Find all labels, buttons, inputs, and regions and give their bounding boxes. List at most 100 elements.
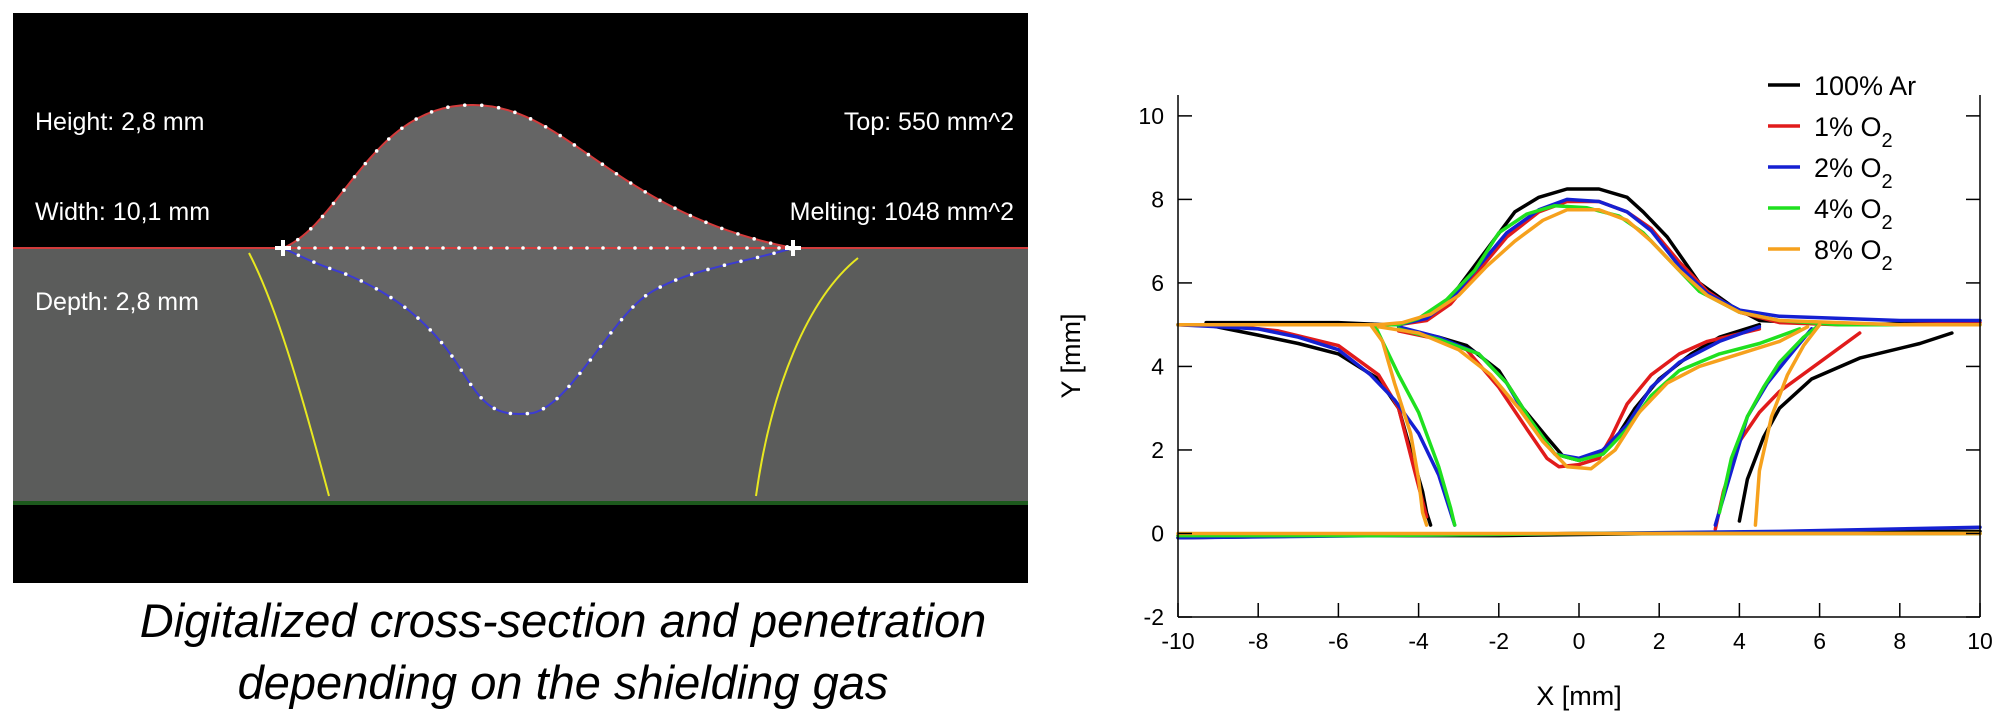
width-point	[457, 246, 461, 250]
outline-point	[359, 279, 364, 283]
x-tick-label: -6	[1328, 628, 1348, 654]
outline-point	[479, 395, 483, 400]
outline-point	[343, 272, 348, 276]
series-line-5-segment-2	[1368, 322, 1429, 527]
fusion-line-left	[248, 252, 330, 497]
outline-point	[739, 259, 743, 264]
width-end-markers	[275, 240, 801, 256]
y-tick-label: 8	[1151, 186, 1164, 212]
x-tick-label: -8	[1248, 628, 1268, 654]
width-measurement-points	[297, 246, 781, 250]
outline-point	[403, 305, 407, 310]
outline-point	[567, 384, 571, 389]
outline-point	[414, 117, 418, 121]
width-point	[585, 246, 589, 250]
outline-point	[586, 152, 591, 157]
outline-point	[374, 286, 379, 291]
x-tick-label: 6	[1813, 628, 1826, 654]
width-point	[665, 246, 669, 250]
x-tick-label: -4	[1408, 628, 1429, 654]
outline-point	[588, 358, 593, 362]
micrograph-panel: Height: 2,8 mm Width: 10,1 mm Depth: 2,8…	[13, 13, 1028, 583]
outline-point	[389, 295, 393, 300]
width-point	[313, 246, 317, 250]
measurements-right: Top: 550 mm^2 Melting: 1048 mm^2	[790, 47, 1014, 287]
outline-point	[450, 354, 454, 358]
outline-point	[768, 241, 773, 245]
outline-point	[541, 406, 546, 411]
outline-point	[673, 206, 677, 211]
width-point	[393, 246, 397, 250]
measurement-points	[281, 103, 793, 416]
outline-point	[609, 331, 613, 335]
weld-bead	[283, 104, 793, 414]
width-point	[505, 246, 509, 250]
y-axis-title: Y [mm]	[1056, 313, 1086, 398]
outline-point	[543, 124, 548, 129]
outline-point	[658, 285, 663, 289]
width-point	[521, 246, 525, 250]
y-tick-label: -2	[1144, 604, 1164, 630]
x-tick-label: 8	[1893, 628, 1906, 654]
outline-point	[706, 267, 710, 272]
outline-point	[462, 103, 467, 107]
x-tick-label: 2	[1653, 628, 1666, 654]
width-point	[489, 246, 493, 250]
width-point	[345, 246, 349, 250]
outline-point	[722, 263, 727, 268]
width-point	[473, 246, 477, 250]
outline-point	[558, 133, 562, 138]
series-line-3-segment-2	[1176, 322, 1457, 527]
series-group	[1176, 187, 1982, 540]
width-point	[681, 246, 685, 250]
fusion-line-right	[755, 257, 859, 497]
caption-line-1: Digitalized cross-section and penetratio…	[139, 594, 987, 647]
outline-point	[479, 103, 484, 108]
outline-point	[572, 143, 577, 147]
outline-point	[689, 272, 694, 277]
width-point	[745, 246, 749, 250]
outline-point	[752, 237, 756, 241]
outline-point	[429, 110, 434, 114]
outline-point	[704, 220, 708, 225]
outline-point	[673, 278, 678, 282]
outline-point	[513, 110, 517, 115]
outline-point	[468, 382, 473, 387]
series-line-5-segment-3	[1376, 325, 1810, 471]
outline-point	[736, 232, 740, 236]
series-line-1-segment-4	[1737, 331, 1954, 523]
figure-caption: Digitalized cross-section and penetratio…	[13, 590, 1113, 714]
outline-point	[342, 188, 346, 192]
outline-point	[643, 190, 647, 194]
outline-point	[295, 237, 300, 242]
width-point	[361, 246, 365, 250]
outline-point	[327, 266, 332, 271]
series-line-5-segment-1	[1176, 208, 1982, 327]
legend-label-5: 8% O2	[1814, 235, 1893, 275]
x-tick-label: 0	[1573, 628, 1586, 654]
outline-point	[374, 149, 379, 153]
y-tick-label: 4	[1151, 353, 1164, 379]
width-point	[441, 246, 445, 250]
outline-point	[619, 317, 624, 322]
width-point	[777, 246, 781, 250]
outline-point	[525, 411, 530, 416]
x-tick-label: -10	[1161, 628, 1194, 654]
series-line-4-segment-4	[1717, 322, 1822, 515]
legend-label-4: 4% O2	[1814, 194, 1893, 234]
outline-point	[308, 226, 313, 231]
x-tick-label: 4	[1733, 628, 1746, 654]
outline-point	[772, 251, 776, 256]
outline-point	[386, 137, 391, 141]
width-point	[537, 246, 541, 250]
width-point	[761, 246, 765, 250]
outline-point	[628, 181, 633, 185]
outline-point	[631, 305, 635, 309]
outline-point	[600, 162, 605, 167]
cross-marker-right	[785, 240, 801, 256]
outline-point	[614, 171, 619, 176]
outline-point	[688, 213, 693, 218]
series-line-1-segment-2	[1204, 322, 1433, 527]
outline-point	[755, 255, 760, 260]
